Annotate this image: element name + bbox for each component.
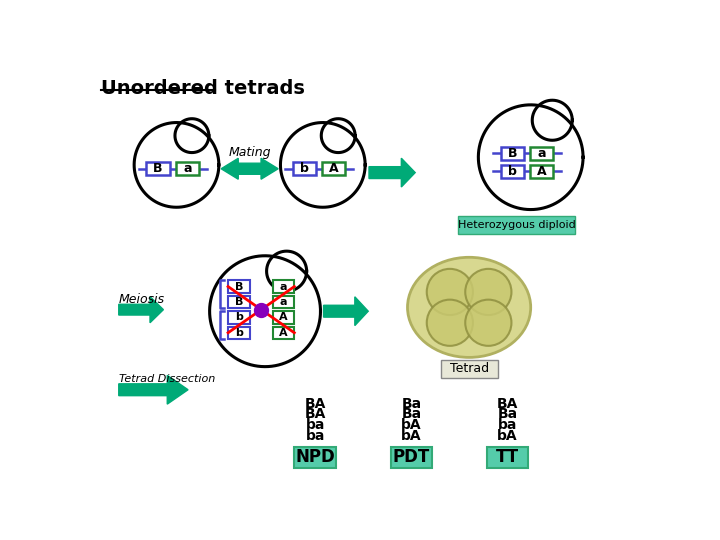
FancyBboxPatch shape (146, 162, 170, 176)
Text: Heterozygous diploid: Heterozygous diploid (458, 220, 576, 230)
Circle shape (465, 300, 511, 346)
Polygon shape (210, 256, 320, 367)
FancyBboxPatch shape (228, 327, 250, 339)
Text: b: b (300, 162, 309, 176)
FancyBboxPatch shape (228, 311, 250, 323)
FancyBboxPatch shape (294, 448, 336, 468)
Text: BA: BA (305, 407, 325, 421)
Polygon shape (478, 105, 583, 210)
Text: bA: bA (401, 429, 422, 443)
FancyBboxPatch shape (441, 360, 498, 378)
Text: a: a (280, 281, 287, 292)
Polygon shape (321, 119, 355, 153)
Text: BA: BA (497, 396, 518, 410)
FancyBboxPatch shape (273, 311, 294, 323)
Text: Ba: Ba (401, 407, 421, 421)
FancyBboxPatch shape (500, 165, 523, 178)
FancyBboxPatch shape (322, 162, 345, 176)
Text: A: A (279, 328, 288, 338)
Text: a: a (280, 297, 287, 307)
Text: PDT: PDT (392, 449, 430, 467)
Text: Mating: Mating (228, 146, 271, 159)
Polygon shape (532, 100, 572, 140)
Text: B: B (235, 297, 243, 307)
FancyBboxPatch shape (273, 296, 294, 308)
Text: b: b (508, 165, 517, 178)
FancyBboxPatch shape (459, 215, 575, 234)
Polygon shape (323, 297, 368, 326)
FancyBboxPatch shape (273, 280, 294, 293)
Text: TT: TT (496, 449, 519, 467)
Polygon shape (281, 123, 365, 207)
FancyBboxPatch shape (500, 147, 523, 160)
Text: bA: bA (498, 429, 518, 443)
Circle shape (427, 300, 473, 346)
FancyBboxPatch shape (228, 296, 250, 308)
Circle shape (465, 269, 511, 315)
Text: b: b (235, 312, 243, 322)
Text: B: B (153, 162, 163, 176)
Text: Ba: Ba (498, 407, 518, 421)
Text: A: A (329, 162, 338, 176)
Text: Tetrad Dissection: Tetrad Dissection (119, 374, 215, 384)
FancyBboxPatch shape (228, 280, 250, 293)
Text: A: A (279, 312, 288, 322)
Text: b: b (235, 328, 243, 338)
Polygon shape (134, 123, 219, 207)
Polygon shape (369, 158, 415, 187)
Polygon shape (175, 119, 209, 153)
FancyBboxPatch shape (530, 165, 553, 178)
FancyBboxPatch shape (390, 448, 432, 468)
Text: Meiosis: Meiosis (119, 293, 165, 306)
Polygon shape (266, 251, 307, 291)
FancyBboxPatch shape (273, 327, 294, 339)
Text: a: a (183, 162, 192, 176)
Text: a: a (537, 147, 546, 160)
Text: ba: ba (305, 418, 325, 432)
Text: bA: bA (401, 418, 422, 432)
Ellipse shape (408, 257, 531, 357)
Text: Tetrad: Tetrad (449, 362, 489, 375)
FancyBboxPatch shape (293, 162, 316, 176)
FancyBboxPatch shape (530, 147, 553, 160)
FancyBboxPatch shape (176, 162, 199, 176)
Polygon shape (221, 158, 278, 179)
Text: BA: BA (305, 396, 325, 410)
Circle shape (427, 269, 473, 315)
FancyBboxPatch shape (487, 448, 528, 468)
Text: ba: ba (498, 418, 517, 432)
Polygon shape (119, 296, 163, 323)
Polygon shape (119, 375, 188, 404)
Text: Unordered tetrads: Unordered tetrads (101, 79, 305, 98)
Text: ba: ba (305, 429, 325, 443)
Text: B: B (235, 281, 243, 292)
Text: Ba: Ba (401, 396, 421, 410)
Text: A: A (536, 165, 546, 178)
Text: B: B (508, 147, 517, 160)
Text: NPD: NPD (295, 449, 335, 467)
